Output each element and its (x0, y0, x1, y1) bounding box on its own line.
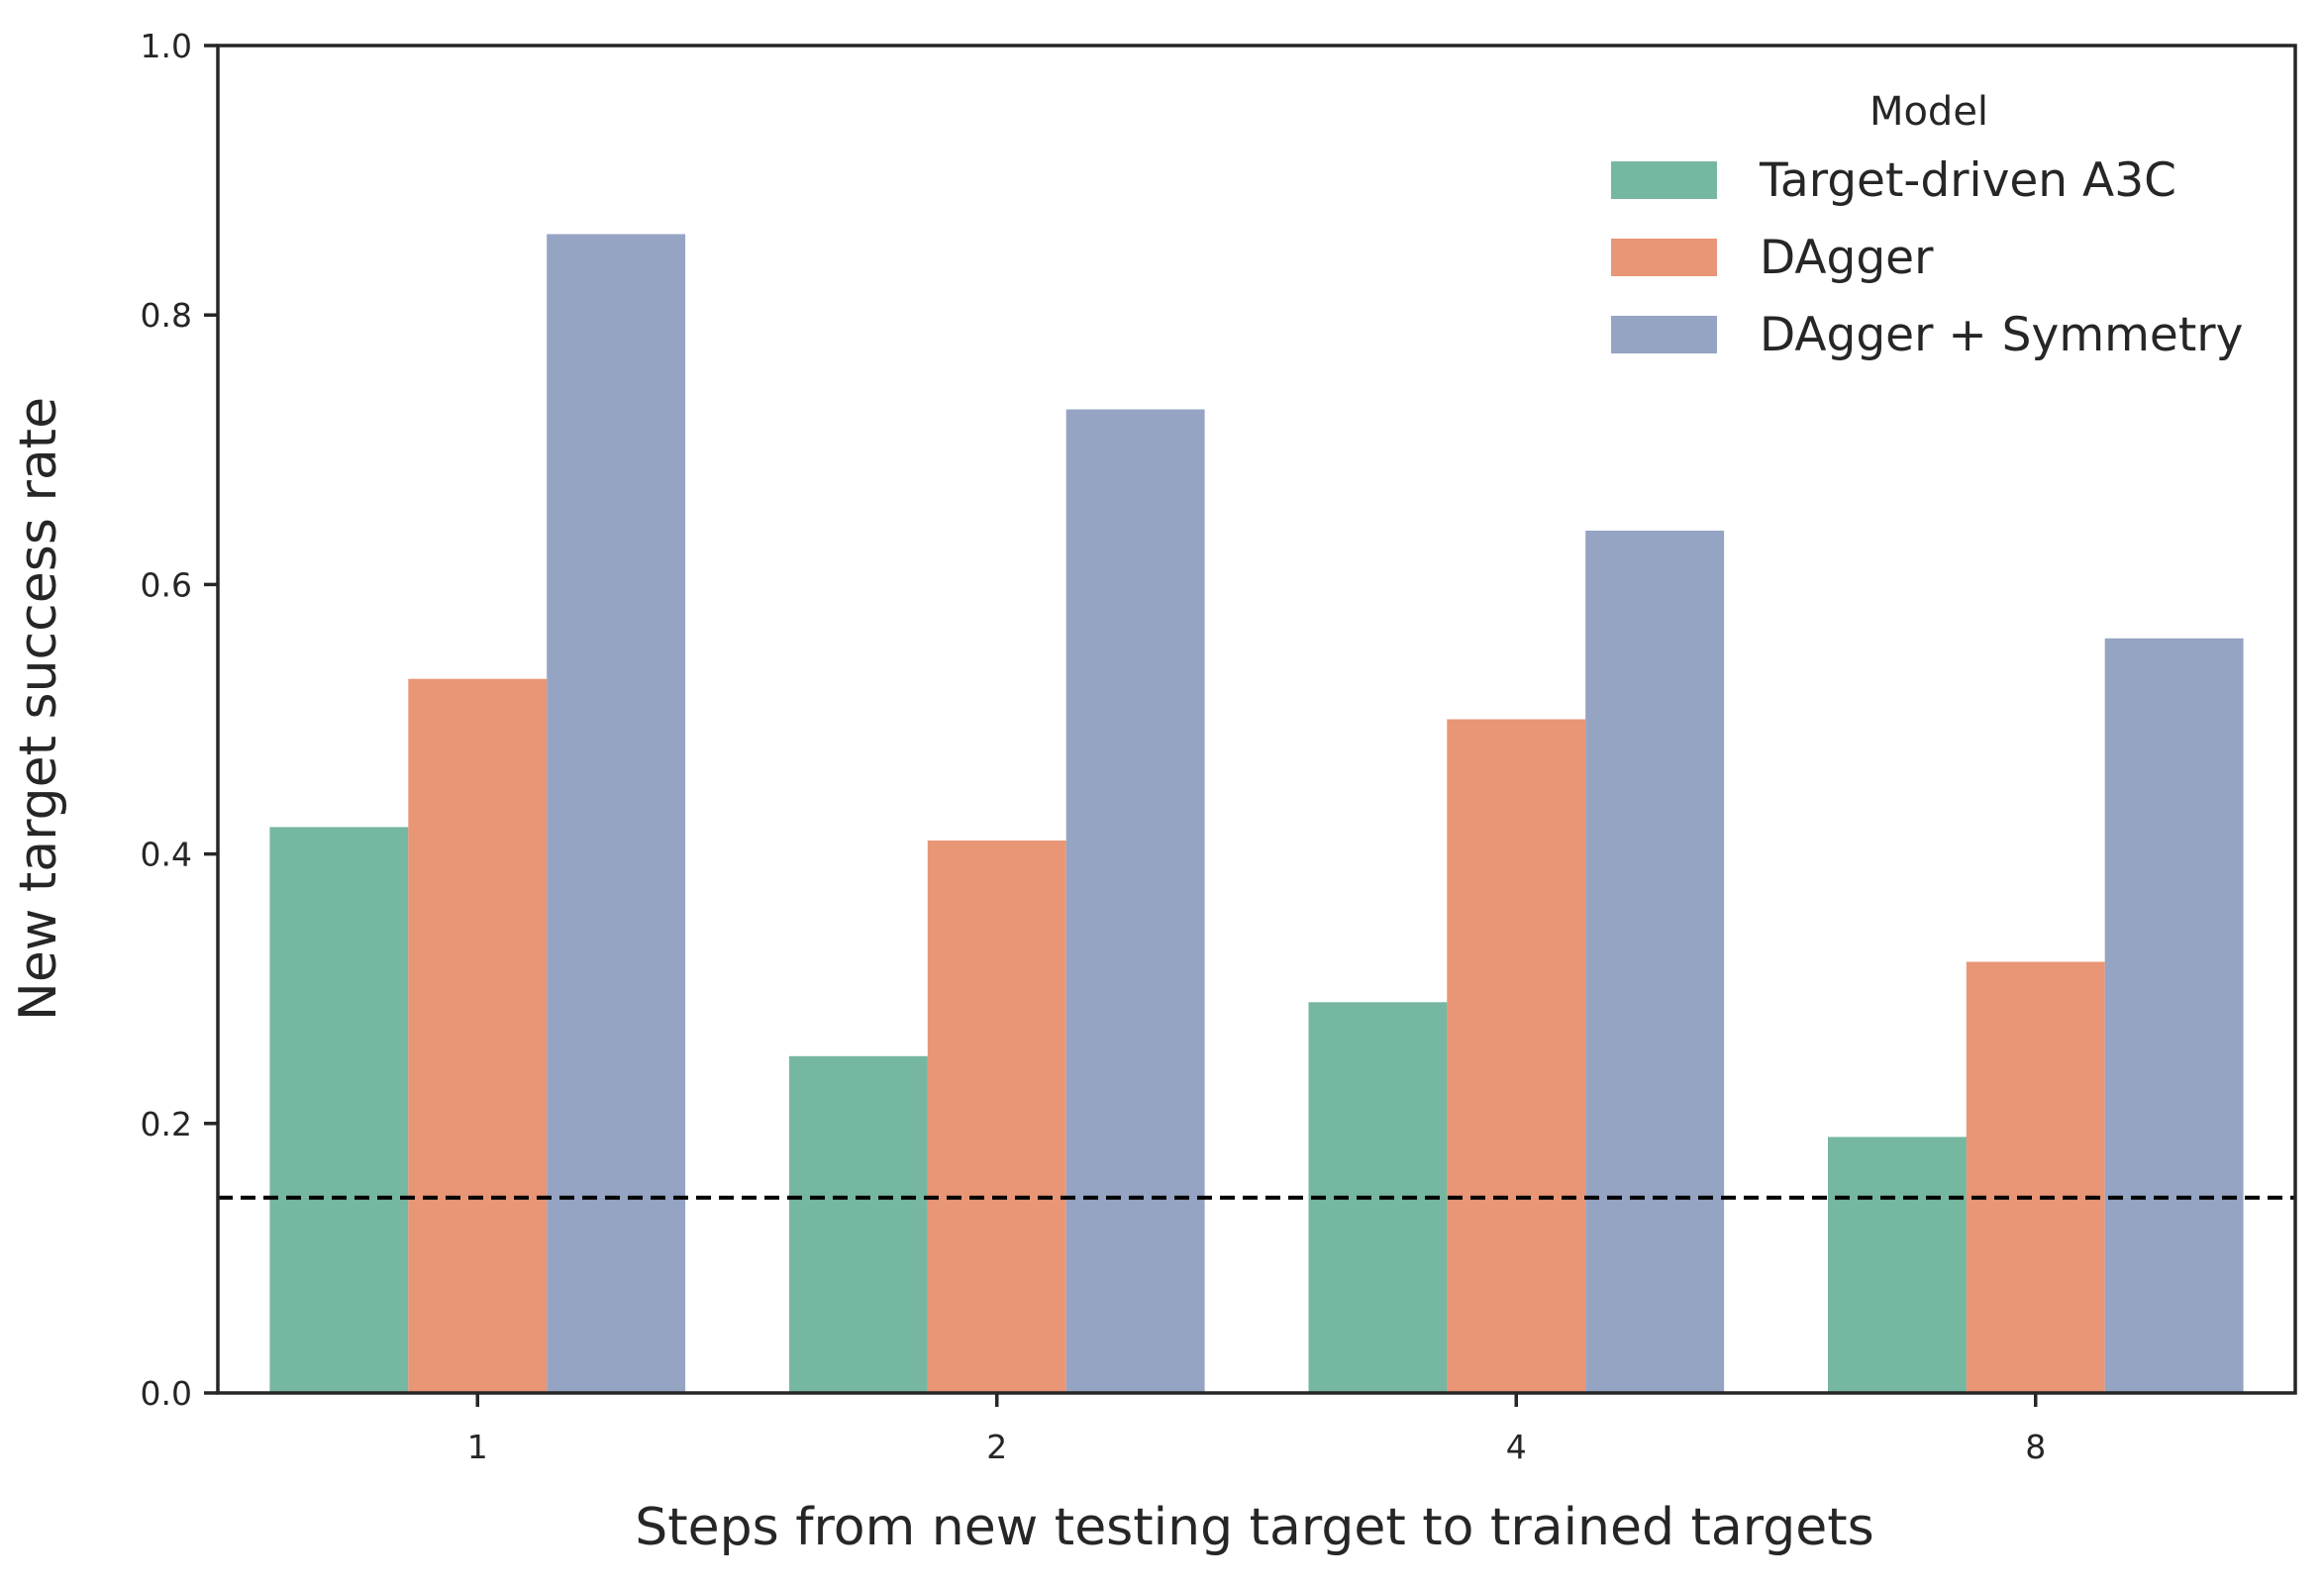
bar-dagger-symmetry-4 (1585, 531, 1725, 1393)
bar-dagger-2 (927, 841, 1066, 1393)
y-axis-ticks: 0.0 0.2 0.4 0.6 0.8 1.0 (141, 27, 218, 1413)
bar-dagger-1 (408, 678, 548, 1393)
legend-title: Model (1869, 89, 1988, 135)
legend-items: Target-driven A3C DAgger DAgger + Symmetry (1611, 153, 2243, 362)
bar-dagger-symmetry-8 (2104, 638, 2244, 1393)
y-tick-label: 0.6 (141, 565, 192, 604)
x-tick-label: 2 (986, 1428, 1007, 1466)
bars-layer (269, 234, 2244, 1394)
x-tick-label: 8 (2025, 1428, 2046, 1466)
y-tick-label: 1.0 (141, 27, 192, 65)
y-tick-label: 0.4 (141, 836, 192, 874)
y-tick-label: 0.8 (141, 296, 192, 335)
legend-label: Target-driven A3C (1759, 153, 2176, 208)
bar-dagger-symmetry-1 (547, 234, 686, 1393)
legend-swatch (1611, 239, 1717, 276)
bar-dagger-4 (1447, 719, 1586, 1393)
legend-label: DAgger (1760, 231, 1934, 285)
axes-frame (216, 44, 2297, 1395)
legend-label: DAgger + Symmetry (1760, 308, 2243, 362)
y-axis-label: New target success rate (9, 397, 68, 1021)
x-tick-label: 4 (1506, 1428, 1527, 1466)
x-axis-label: Steps from new testing target to trained… (635, 1498, 1874, 1557)
legend-swatch (1611, 161, 1717, 199)
bar-target-driven-a3c-1 (269, 827, 409, 1393)
bar-target-driven-a3c-4 (1308, 1002, 1448, 1393)
bar-dagger-8 (1966, 961, 2105, 1393)
legend-swatch (1611, 316, 1717, 353)
x-axis-ticks: 1 2 4 8 (467, 1393, 2046, 1466)
x-tick-label: 1 (467, 1428, 488, 1466)
bar-target-driven-a3c-8 (1828, 1137, 1967, 1393)
bar-target-driven-a3c-2 (789, 1055, 928, 1394)
y-tick-label: 0.2 (141, 1105, 192, 1143)
y-tick-label: 0.0 (141, 1374, 192, 1413)
legend: Model Target-driven A3C DAgger DAgger + Sy… (1611, 89, 2243, 362)
bar-dagger-symmetry-2 (1065, 409, 1205, 1393)
